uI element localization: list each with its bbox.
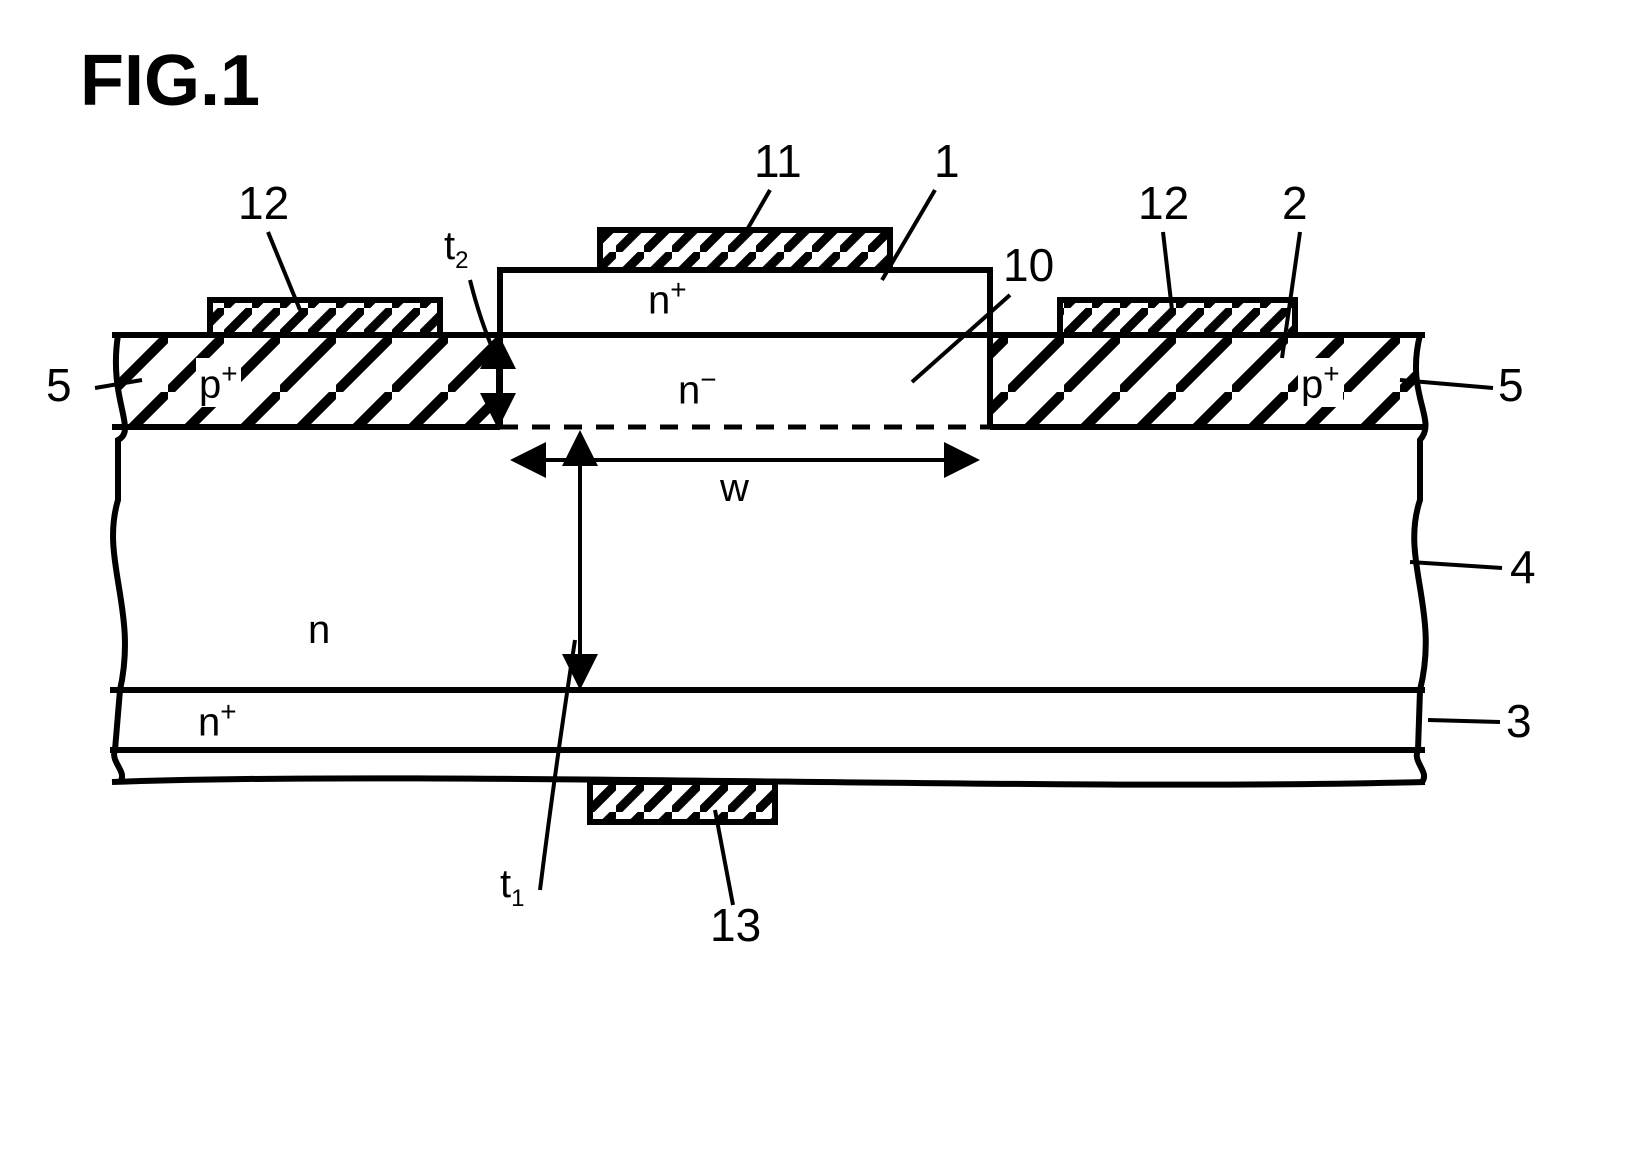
region-nplus-mesa: n+ [648, 274, 687, 323]
label-t1: t1 [500, 862, 524, 913]
callout-10: 10 [1003, 238, 1054, 292]
region-n: n [308, 608, 330, 653]
callout-11: 11 [754, 134, 802, 188]
callout-1: 1 [934, 134, 960, 188]
region-pplus-right: p+ [1298, 358, 1343, 407]
region-nplus-sub: n+ [198, 696, 237, 745]
region-nminus: n− [678, 364, 717, 413]
callout-2: 2 [1282, 176, 1308, 230]
diagram-svg [0, 0, 1649, 1153]
label-w: w [720, 466, 749, 511]
mesa-outline [500, 270, 990, 335]
callout-5b: 5 [1498, 358, 1524, 412]
electrode-13 [590, 782, 775, 822]
callout-12a: 12 [238, 176, 289, 230]
electrode-12-right [1060, 300, 1295, 335]
callout-13: 13 [710, 898, 761, 952]
p-plus-right-region [993, 338, 1417, 424]
region-pplus-left: p+ [196, 358, 241, 407]
electrode-12-left [210, 300, 440, 335]
p-plus-left-region [118, 338, 497, 424]
callout-12b: 12 [1138, 176, 1189, 230]
callout-4: 4 [1510, 540, 1536, 594]
label-t2: t2 [444, 224, 468, 275]
callout-3: 3 [1506, 694, 1532, 748]
callout-5a: 5 [46, 358, 72, 412]
